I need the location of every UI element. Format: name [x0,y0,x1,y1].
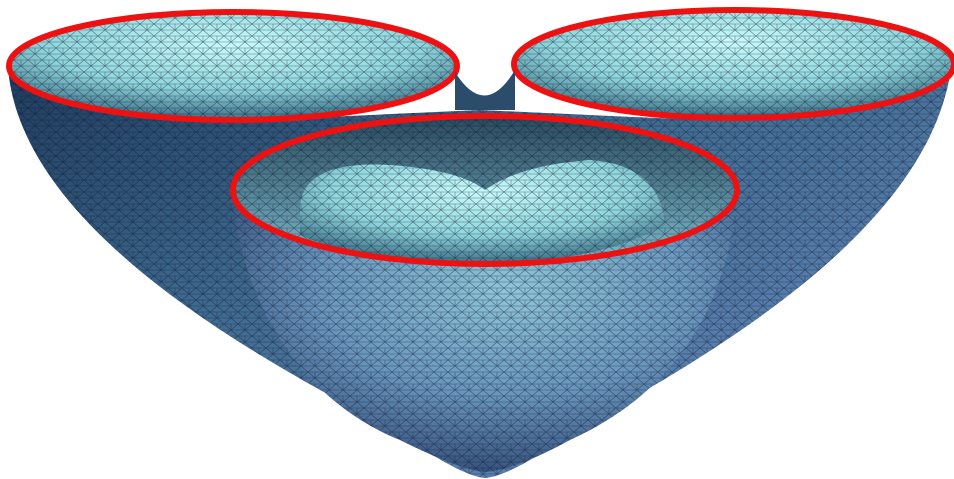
middle-notch [455,65,515,110]
front-bowl [230,113,740,472]
left-bowl [6,9,460,123]
right-bowl [511,7,954,121]
